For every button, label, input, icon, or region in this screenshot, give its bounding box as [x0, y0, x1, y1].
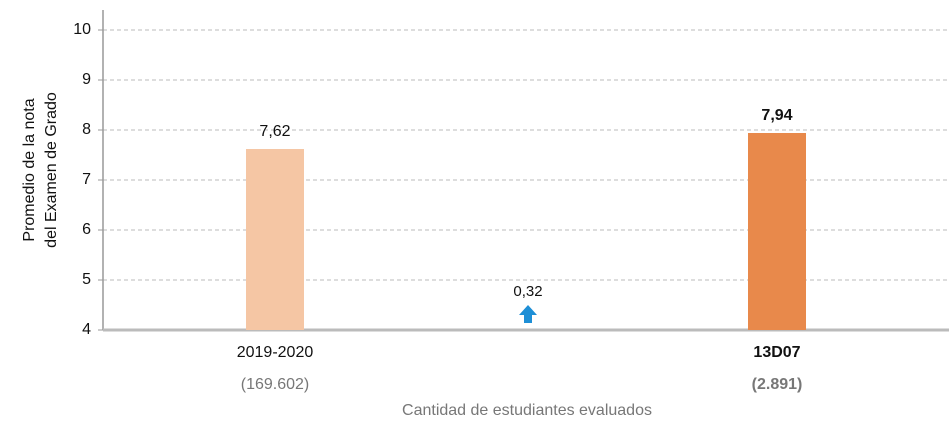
value-label: 7,94: [761, 107, 792, 124]
y-axis-label: Promedio de la nota: [21, 98, 38, 241]
x-tick-label: 2019-2020: [237, 344, 314, 361]
y-tick-label: 10: [73, 21, 91, 38]
bar: [246, 149, 304, 330]
value-label: 7,62: [259, 123, 290, 140]
x-axis-label: Cantidad de estudiantes evaluados: [402, 402, 652, 419]
annotation: 0,32: [513, 283, 542, 300]
y-tick-label: 5: [82, 271, 91, 288]
y-tick-label: 9: [82, 71, 91, 88]
up-arrow: [519, 305, 537, 323]
y-axis-label: del Examen de Grado: [43, 92, 60, 248]
category-count: (2.891): [752, 376, 803, 393]
y-tick-label: 7: [82, 171, 91, 188]
x-tick-label: 13D07: [753, 344, 800, 361]
category-count: (169.602): [241, 376, 310, 393]
y-tick-label: 6: [82, 221, 91, 238]
y-tick-label: 8: [82, 121, 91, 138]
y-tick-label: 4: [82, 321, 91, 338]
bar: [748, 133, 806, 330]
